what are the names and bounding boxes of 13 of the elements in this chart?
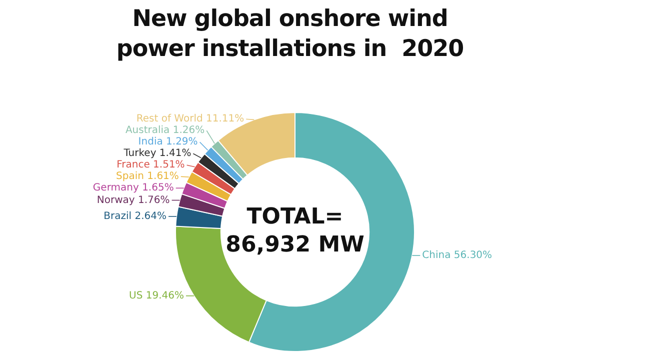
slice-label: Germany 1.65% <box>92 182 174 194</box>
slice-label: China 56.30% <box>422 250 492 262</box>
slice-label: France 1.51% <box>116 160 185 171</box>
text: TOTAL= 86,932 MW <box>226 204 364 258</box>
slice-label: Spain 1.61% <box>116 171 179 182</box>
slice-label: Rest of World 11.11% <box>136 114 244 125</box>
slice-label: Turkey 1.41% <box>122 148 192 160</box>
slice-label: Brazil 2.64% <box>104 211 167 222</box>
slice-label: India 1.29% <box>138 136 198 148</box>
slice-label: Norway 1.76% <box>96 194 170 206</box>
slice-label: Australia 1.26% <box>125 125 205 136</box>
chart-title: New global onshore wind power installations in 2020 <box>115 5 465 64</box>
slice-label: US 19.46% <box>129 290 184 302</box>
